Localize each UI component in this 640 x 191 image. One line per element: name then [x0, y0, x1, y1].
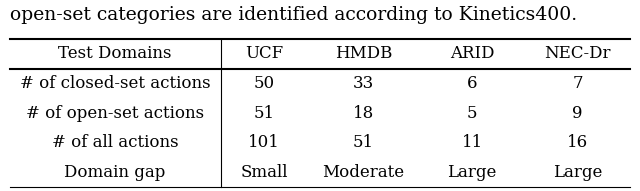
Text: Large: Large: [447, 164, 497, 181]
Text: 5: 5: [467, 105, 477, 122]
Text: 101: 101: [248, 134, 280, 151]
Text: open-set categories are identified according to Kinetics400.: open-set categories are identified accor…: [10, 6, 577, 24]
Text: 16: 16: [567, 134, 588, 151]
Text: 51: 51: [353, 134, 374, 151]
Text: 9: 9: [572, 105, 583, 122]
Text: ARID: ARID: [450, 45, 494, 62]
Text: 50: 50: [253, 75, 275, 92]
Text: Large: Large: [553, 164, 602, 181]
Text: 18: 18: [353, 105, 374, 122]
Text: 6: 6: [467, 75, 477, 92]
Text: Moderate: Moderate: [323, 164, 404, 181]
Text: Domain gap: Domain gap: [65, 164, 166, 181]
Text: UCF: UCF: [245, 45, 284, 62]
Text: 33: 33: [353, 75, 374, 92]
Text: # of all actions: # of all actions: [52, 134, 179, 151]
Text: 11: 11: [461, 134, 483, 151]
Text: NEC-Dr: NEC-Dr: [545, 45, 611, 62]
Text: Test Domains: Test Domains: [58, 45, 172, 62]
Text: 51: 51: [253, 105, 275, 122]
Text: HMDB: HMDB: [335, 45, 392, 62]
Text: Small: Small: [241, 164, 288, 181]
Text: 7: 7: [572, 75, 583, 92]
Text: # of closed-set actions: # of closed-set actions: [20, 75, 211, 92]
Text: # of open-set actions: # of open-set actions: [26, 105, 204, 122]
